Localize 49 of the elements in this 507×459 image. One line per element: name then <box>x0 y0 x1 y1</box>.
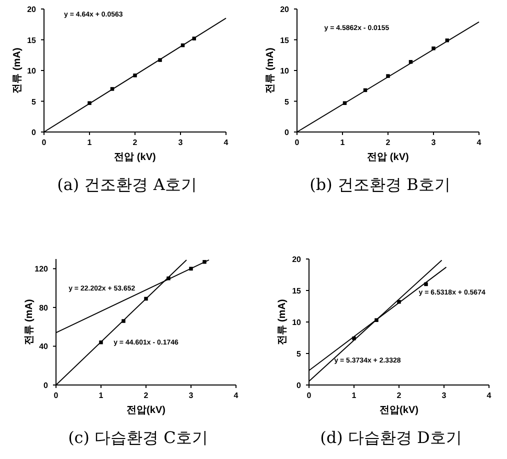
x-axis-title: 전압 (kV) <box>114 152 156 163</box>
x-tick-label: 4 <box>234 391 239 400</box>
y-tick-label: 80 <box>39 303 49 312</box>
y-tick-label: 20 <box>292 255 302 264</box>
x-tick-label: 3 <box>188 391 194 400</box>
x-tick-label: 1 <box>87 138 92 147</box>
y-tick-label: 0 <box>284 128 290 137</box>
x-axis-title: 전압(kV) <box>380 405 418 416</box>
y-tick-label: 0 <box>32 128 37 137</box>
y-tick-label: 15 <box>280 36 290 45</box>
x-tick-label: 2 <box>396 391 402 400</box>
x-tick-label: 1 <box>352 391 357 400</box>
x-tick-label: 4 <box>486 391 492 400</box>
text: (a) 건조환경 A호기 <box>57 175 197 194</box>
y-tick-label: 5 <box>284 97 290 106</box>
x-tick-label: 2 <box>386 138 391 147</box>
text: (d) 다습환경 D호기 <box>320 428 462 447</box>
y-tick-label: 0 <box>44 381 49 390</box>
y-tick-label: 5 <box>296 350 302 358</box>
y-axis-title: 전류 (mA) <box>265 48 276 94</box>
x-tick-label: 3 <box>178 138 184 147</box>
y-tick-label: 40 <box>39 342 49 352</box>
x-axis-title: 전압 (kV) <box>367 152 409 163</box>
x-axis-title: 전압(kV) <box>126 405 166 416</box>
x-tick-label: 4 <box>476 138 482 147</box>
y-tick-label: 15 <box>292 286 302 296</box>
y-tick-label: 0 <box>296 381 302 390</box>
y-axis-title: 전류 (mA) <box>12 48 23 94</box>
x-tick-label: 2 <box>132 138 138 147</box>
y-tick-label: 20 <box>280 5 290 14</box>
text: (c) 다습환경 C호기 <box>68 428 208 447</box>
y-tick-label: 20 <box>27 5 37 14</box>
y-tick-label: 120 <box>34 264 49 274</box>
x-tick-label: 3 <box>442 391 447 400</box>
x-tick-label: 3 <box>431 138 436 147</box>
x-tick-label: 2 <box>144 391 149 400</box>
text: (b) 건조환경 B호기 <box>310 175 450 194</box>
x-tick-label: 0 <box>306 391 312 400</box>
x-tick-label: 1 <box>98 391 104 400</box>
y-tick-label: 10 <box>292 318 302 327</box>
x-tick-label: 0 <box>54 391 59 400</box>
x-tick-label: 1 <box>340 138 346 147</box>
y-tick-label: 10 <box>27 66 37 76</box>
y-tick-label: 10 <box>280 66 290 76</box>
y-tick-label: 15 <box>27 36 37 45</box>
y-axis-title: 전류 (mA) <box>24 299 35 345</box>
x-tick-label: 4 <box>224 138 229 147</box>
y-axis-title: 전류 (mA) <box>277 299 288 345</box>
y-tick-label: 5 <box>32 97 37 106</box>
